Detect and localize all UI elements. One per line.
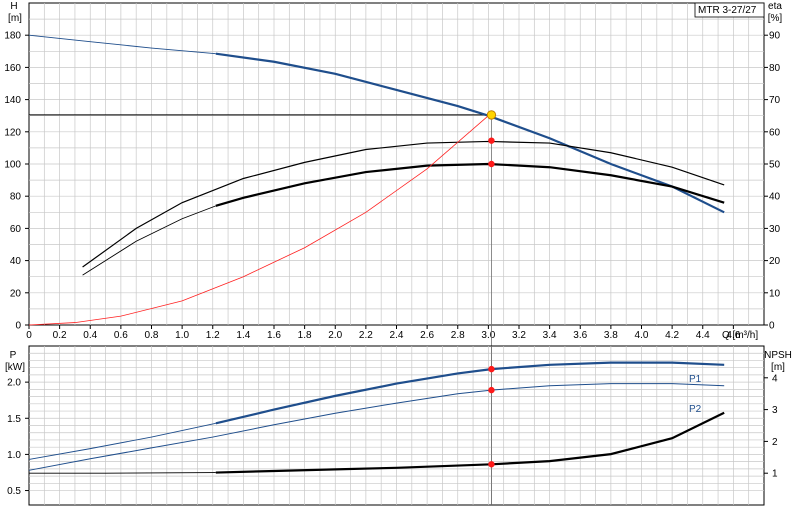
x-tick-label: 1.0 [175,330,189,341]
y2-tick-label: 70 [769,95,781,106]
x-tick-label: 3.4 [543,330,557,341]
npsh-axis-title: NPSH [764,350,792,361]
y-tick-label: 80 [10,192,22,203]
npsh-curve [215,411,725,474]
x-tick-label: 4.0 [635,330,649,341]
x-tick-label: 4.4 [696,330,710,341]
efficiency-curve-2-thin [82,205,216,276]
y2-axis-title: eta [768,1,782,12]
x-tick-label: 0.6 [114,330,128,341]
x-tick-label: 2.8 [451,330,465,341]
y2-tick-label: 50 [769,160,781,171]
power-p1-curve-thin [28,422,216,460]
x-tick-label: 1.6 [267,330,281,341]
power-tick-label: 0.5 [7,486,21,497]
x-tick-label: 1.2 [206,330,220,341]
npsh-tick-label: 3 [772,405,778,416]
operating-marker [488,461,495,468]
y2-tick-label: 40 [769,192,781,203]
power-p1-curve [215,361,725,425]
x-tick-label: 1.8 [298,330,312,341]
y-tick-label: 60 [10,224,22,235]
npsh-tick-label: 4 [772,373,778,384]
p1-series-label: P1 [689,374,702,385]
model-label-box [694,2,765,18]
y2-tick-label: 10 [769,288,781,299]
x-tick-label: 2.2 [359,330,373,341]
y2-axis-unit: [%] [768,13,783,24]
y-tick-label: 140 [4,95,21,106]
x-tick-label: 0 [26,330,32,341]
npsh-tick-label: 1 [772,469,778,480]
x-tick-label: 3.2 [512,330,526,341]
x-tick-label: 4.6 [726,330,740,341]
y2-tick-label: 0 [769,321,775,332]
x-tick-label: 0.8 [145,330,159,341]
x-tick-label: 4.2 [665,330,679,341]
power-p2-curve [28,383,725,471]
x-tick-label: 0.2 [53,330,67,341]
operating-marker [488,365,495,373]
npsh-tick-label: 2 [772,437,778,448]
operating-marker [488,386,495,394]
x-tick-label: 2.6 [420,330,434,341]
x-tick-label: 3.6 [573,330,587,341]
y-tick-label: 0 [15,321,21,332]
x-tick-label: 1.4 [236,330,250,341]
p2-series-label: P2 [689,404,702,415]
power-tick-label: 1.5 [7,414,21,425]
y-tick-label: 20 [10,288,22,299]
efficiency-curve-2 [215,162,725,207]
power-axis-title: P [10,350,17,361]
y-tick-label: 40 [10,256,22,267]
y-tick-label: 100 [4,160,21,171]
y2-tick-label: 90 [769,31,781,42]
x-tick-label: 0.4 [83,330,97,341]
x-tick-label: 2.0 [328,330,342,341]
npsh-curve-thin [29,472,216,474]
y-tick-label: 180 [4,31,21,42]
y2-tick-label: 60 [769,127,781,138]
x-tick-label: 3.0 [481,330,495,341]
operating-marker [488,137,495,144]
y2-tick-label: 80 [769,63,781,74]
efficiency-curve-1 [82,140,725,268]
operating-marker [488,160,495,168]
duty-point-marker [486,110,497,120]
npsh-axis-unit: [m] [771,362,785,373]
y2-tick-label: 20 [769,256,781,267]
power-tick-label: 2.0 [7,378,21,389]
y-tick-label: 120 [4,127,21,138]
y-axis-unit: [m] [8,13,22,24]
x-tick-label: 3.8 [604,330,618,341]
head-curve-thin [28,34,216,55]
x-axis-title: Q [m³/h] [722,330,758,341]
power-tick-label: 1.0 [7,450,21,461]
x-tick-label: 2.4 [390,330,404,341]
power-axis-unit: [kW] [5,362,25,373]
y-axis-title: H [10,1,17,12]
head-curve [215,52,725,214]
y-tick-label: 160 [4,63,21,74]
model-label: MTR 3-27/27 [698,5,757,16]
system-curve [28,115,489,326]
y2-tick-label: 30 [769,224,781,235]
